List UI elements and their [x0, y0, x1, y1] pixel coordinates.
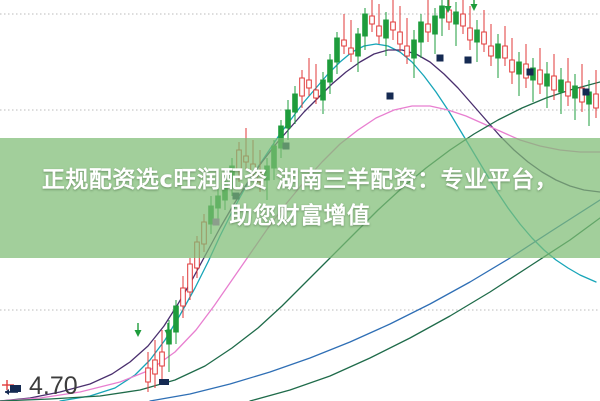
promo-line-1: 正规配资选c旺润配资 湖南三羊配资：专业平台，	[41, 167, 559, 193]
promo-line-2: 助您财富增值	[229, 203, 371, 229]
candlestick-series	[145, 0, 599, 392]
chart-gridlines	[0, 13, 600, 311]
promo-overlay-band: 正规配资选c旺润配资 湖南三羊配资：专业平台， 助您财富增值	[0, 138, 600, 258]
